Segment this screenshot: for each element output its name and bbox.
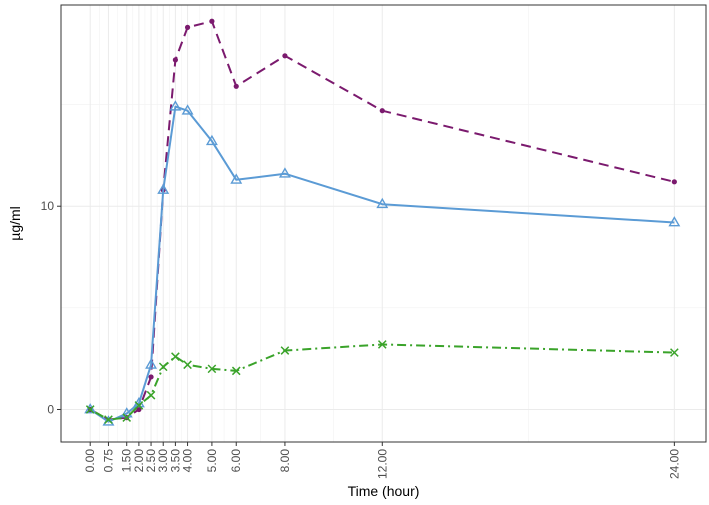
y-axis-title: µg/ml <box>7 206 23 241</box>
data-point <box>230 173 243 184</box>
data-point <box>148 374 154 380</box>
x-tick-label: 12.00 <box>375 449 389 479</box>
data-point <box>146 390 156 400</box>
y-axis: 0 10 <box>41 199 61 416</box>
series-line-solid-blue <box>89 105 675 423</box>
x-tick-label: 4.00 <box>181 449 195 473</box>
data-point <box>280 346 290 355</box>
y-tick-label: 10 <box>41 199 55 213</box>
data-point <box>184 24 191 30</box>
data-point <box>377 340 387 349</box>
series-layer <box>84 18 681 426</box>
data-point <box>278 167 291 178</box>
data-point <box>181 104 194 115</box>
series-solid-blue <box>84 100 681 426</box>
data-point <box>104 415 113 424</box>
data-point <box>172 57 178 63</box>
x-tick-label: 2.50 <box>144 449 158 473</box>
x-axis-title: Time (hour) <box>348 483 420 499</box>
data-point <box>233 83 239 89</box>
plot-border <box>60 4 707 443</box>
x-axis: 0.00 0.75 1.502.002.503.003.504.00 5.00 6.00… <box>83 442 681 479</box>
data-point <box>145 358 158 369</box>
x-tick-label: 8.00 <box>278 449 292 473</box>
data-point <box>670 348 679 357</box>
data-point <box>158 362 168 372</box>
data-point <box>85 405 95 414</box>
x-tick-label: 0.75 <box>101 449 115 473</box>
data-point <box>209 18 215 24</box>
series-dotdash-green <box>85 340 679 424</box>
data-point <box>157 183 170 194</box>
minor-gridlines <box>61 5 706 442</box>
data-point <box>207 364 217 374</box>
data-point <box>282 53 288 59</box>
x-tick-label: 3.00 <box>156 449 170 473</box>
data-point <box>122 413 132 422</box>
plot-panel <box>61 5 706 442</box>
data-point <box>231 366 241 376</box>
data-point <box>668 216 681 227</box>
x-tick-label: 3.50 <box>168 449 182 473</box>
data-point <box>136 406 142 413</box>
data-point <box>205 134 218 146</box>
data-point <box>134 401 144 410</box>
data-point <box>183 360 192 370</box>
data-point <box>379 108 385 114</box>
x-tick-label: 0.00 <box>83 449 97 473</box>
data-point <box>671 179 677 185</box>
data-point <box>169 100 182 111</box>
data-point <box>171 352 180 361</box>
x-tick-label: 1.50 <box>120 449 134 473</box>
x-tick-label: 6.00 <box>229 449 243 473</box>
x-tick-label: 24.00 <box>667 449 681 479</box>
data-point <box>376 197 389 209</box>
data-point <box>102 415 115 426</box>
y-tick-label: 0 <box>47 402 54 416</box>
x-tick-label: 5.00 <box>205 449 219 473</box>
x-tick-label: 2.00 <box>132 449 146 473</box>
data-point <box>84 403 97 414</box>
